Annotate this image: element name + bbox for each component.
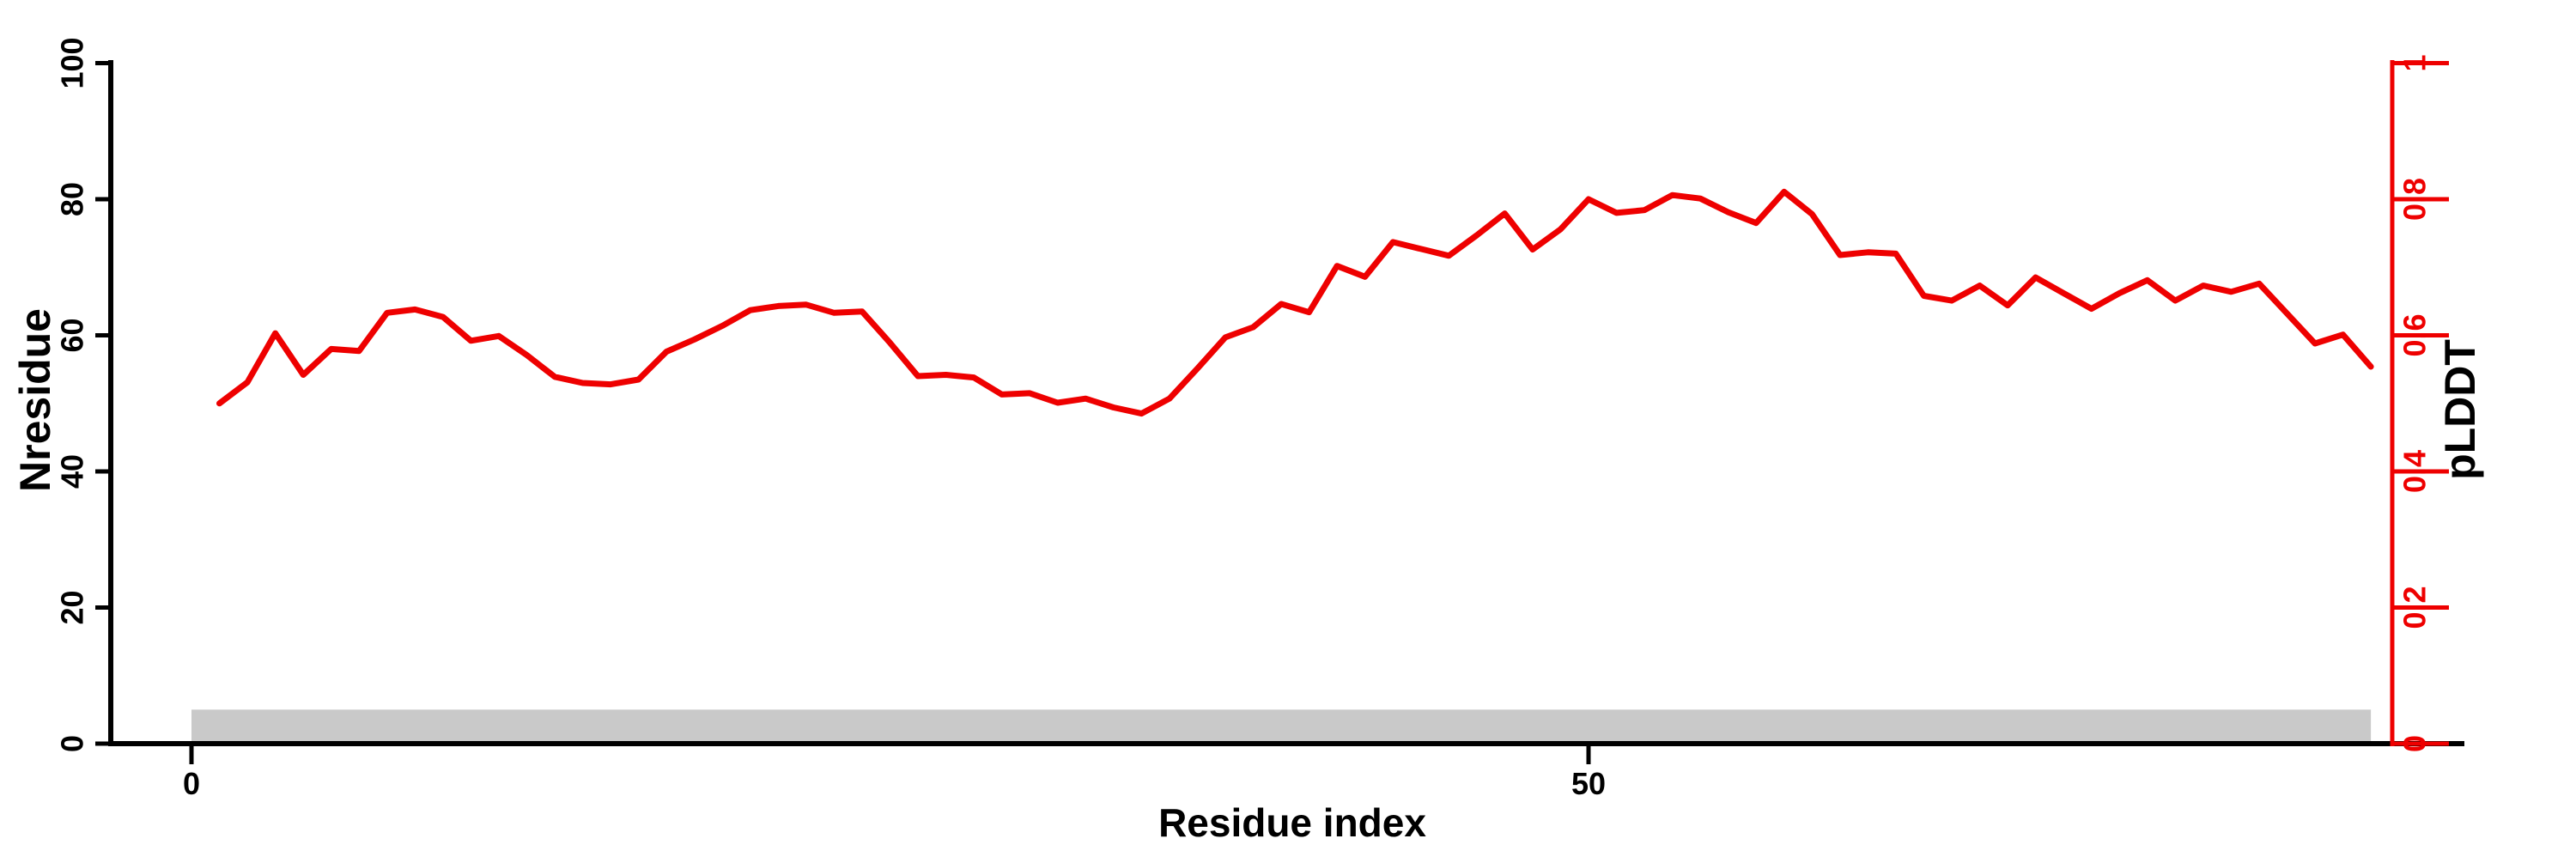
left-y-tick-label: 20 [55,590,90,624]
right-y-tick-label: 0.8 [2397,178,2433,221]
left-y-tick-label: 0 [55,735,90,752]
left-y-tick-label: 80 [55,182,90,216]
left-y-tick-label: 60 [55,318,90,352]
right-y-axis-title: pLDDT [2436,339,2484,480]
right-y-tick-label: 0.2 [2397,586,2433,629]
left-y-axis-title: Nresidue [11,308,59,492]
right-y-axis-ticks: 0 0.2 0.4 0.6 0.8 1 [2392,54,2449,752]
right-y-tick-label: 0.4 [2397,450,2433,493]
right-y-tick-label: 1 [2397,54,2433,71]
plddt-line-series [216,188,2374,417]
left-y-tick-label: 40 [55,454,90,489]
x-tick-label: 50 [1571,766,1606,801]
x-tick-label: 0 [183,766,200,801]
x-axis-ticks: 0 50 [183,744,1606,801]
right-y-tick-label: 0 [2397,735,2433,752]
left-y-tick-label: 100 [55,37,90,88]
left-y-axis-ticks: 0 20 40 60 80 100 [55,37,111,752]
annotation-bar [191,709,2372,744]
right-y-tick-label: 0.6 [2397,313,2433,356]
x-axis-title: Residue index [1158,800,1426,845]
